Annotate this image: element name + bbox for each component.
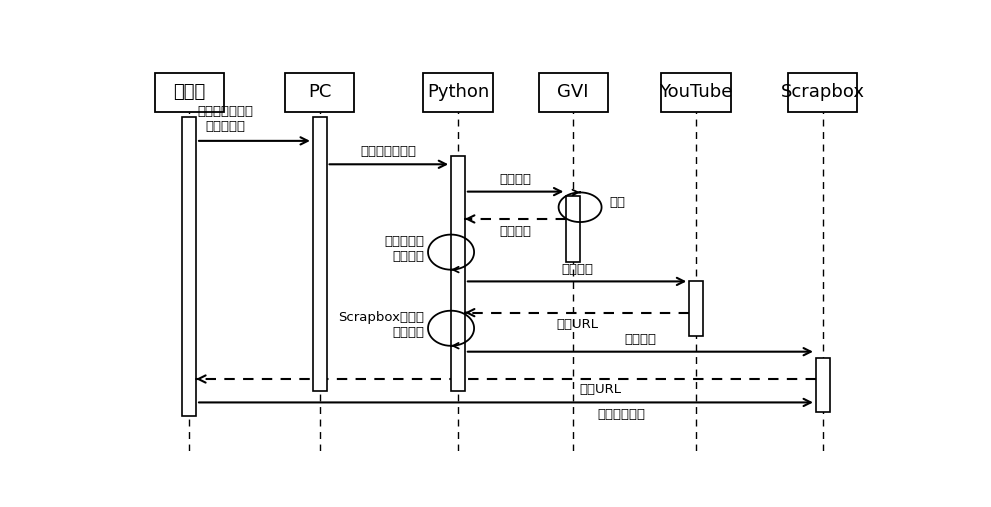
- Text: 動画投稿: 動画投稿: [561, 263, 593, 275]
- Bar: [816, 357, 829, 412]
- Bar: [689, 281, 703, 336]
- Text: Python: Python: [427, 83, 490, 101]
- Bar: [285, 73, 355, 112]
- Bar: [155, 73, 224, 112]
- Bar: [662, 73, 730, 112]
- Text: 教材アクセス: 教材アクセス: [598, 408, 645, 421]
- Bar: [451, 157, 465, 391]
- Bar: [182, 118, 196, 416]
- Text: 推論結果を
校正処理: 推論結果を 校正処理: [385, 235, 424, 263]
- Text: Scrapbox投稿用
平文作成: Scrapbox投稿用 平文作成: [338, 311, 424, 339]
- Text: 推論命令: 推論命令: [499, 173, 531, 186]
- Text: PC: PC: [308, 83, 331, 101]
- Text: 指定フォルダへ
動画を移動: 指定フォルダへ 動画を移動: [197, 105, 254, 133]
- Text: Scrapbox: Scrapbox: [781, 83, 865, 101]
- Text: プログラム実行: プログラム実行: [361, 146, 417, 158]
- Text: YouTube: YouTube: [659, 83, 732, 101]
- Text: 動画URL: 動画URL: [556, 318, 598, 332]
- Bar: [566, 196, 580, 262]
- Text: 教材URL: 教材URL: [579, 383, 621, 396]
- Text: ユーザ: ユーザ: [173, 83, 205, 101]
- Text: 推論結果: 推論結果: [499, 225, 531, 238]
- Bar: [313, 118, 327, 391]
- Text: 推論: 推論: [609, 196, 625, 209]
- Text: 投稿処理: 投稿処理: [624, 333, 656, 346]
- Bar: [423, 73, 493, 112]
- Text: GVI: GVI: [557, 83, 589, 101]
- Bar: [788, 73, 857, 112]
- Bar: [539, 73, 607, 112]
